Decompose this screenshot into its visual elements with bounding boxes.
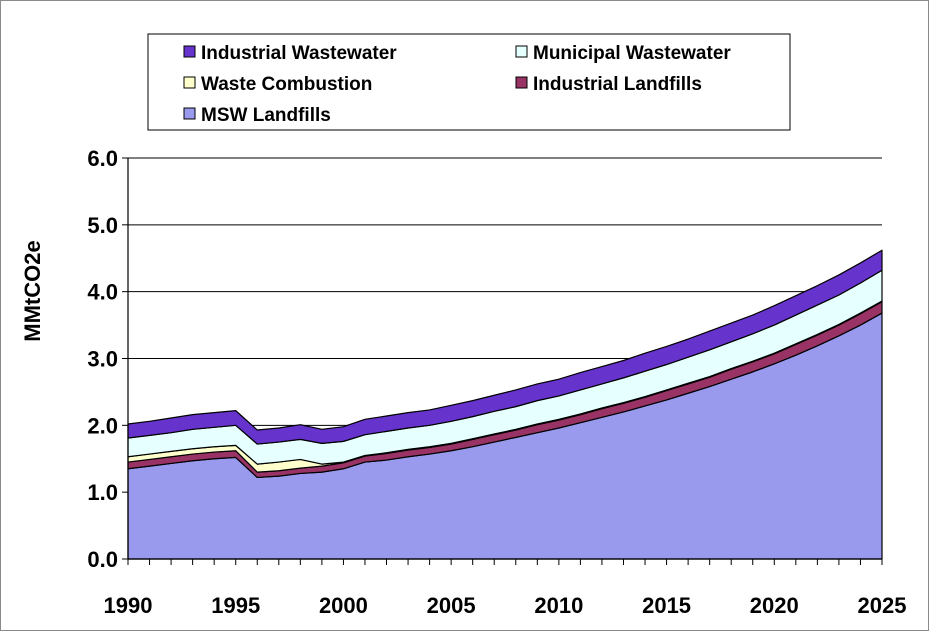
y-tick-label: 3.0 xyxy=(87,347,118,372)
legend-label-msw-landfills: MSW Landfills xyxy=(201,105,331,126)
x-tick-label: 2005 xyxy=(427,593,476,618)
x-tick-label: 2010 xyxy=(534,593,583,618)
y-tick-labels: 0.0 1.0 2.0 3.0 4.0 5.0 6.0 xyxy=(87,146,118,572)
y-tick-label: 2.0 xyxy=(87,413,118,438)
x-tick-label: 1995 xyxy=(211,593,260,618)
legend-swatch-industrial-wastewater xyxy=(183,45,196,58)
x-tick-label: 2025 xyxy=(858,593,907,618)
legend-swatch-municipal-wastewater xyxy=(515,45,528,58)
y-tick-label: 0.0 xyxy=(87,547,118,572)
axes xyxy=(122,157,883,565)
x-tick-label: 1990 xyxy=(104,593,153,618)
legend-label-municipal-wastewater: Municipal Wastewater xyxy=(533,43,731,64)
legend-swatch-msw-landfills xyxy=(183,107,196,120)
area-industrial-wastewater xyxy=(127,249,883,445)
x-tick-label: 2020 xyxy=(750,593,799,618)
x-tick-labels: 1990 1995 2000 2005 2010 2015 2020 2025 xyxy=(104,593,907,618)
legend-label-industrial-wastewater: Industrial Wastewater xyxy=(201,43,397,64)
y-tick-label: 1.0 xyxy=(87,480,118,505)
y-tick-label: 6.0 xyxy=(87,146,118,171)
x-tick-label: 2000 xyxy=(319,593,368,618)
legend: Industrial Wastewater Municipal Wastewate… xyxy=(147,33,791,131)
legend-swatch-waste-combustion xyxy=(183,76,196,89)
x-tick-label: 2015 xyxy=(642,593,691,618)
legend-swatch-industrial-landfills xyxy=(515,76,528,89)
y-tick-label: 4.0 xyxy=(87,280,118,305)
y-axis-label: MMtCO2e xyxy=(20,240,45,341)
legend-box xyxy=(147,33,791,131)
legend-label-industrial-landfills: Industrial Landfills xyxy=(533,74,702,95)
legend-label-waste-combustion: Waste Combustion xyxy=(201,74,372,95)
y-tick-label: 5.0 xyxy=(87,213,118,238)
area-series xyxy=(127,249,883,560)
